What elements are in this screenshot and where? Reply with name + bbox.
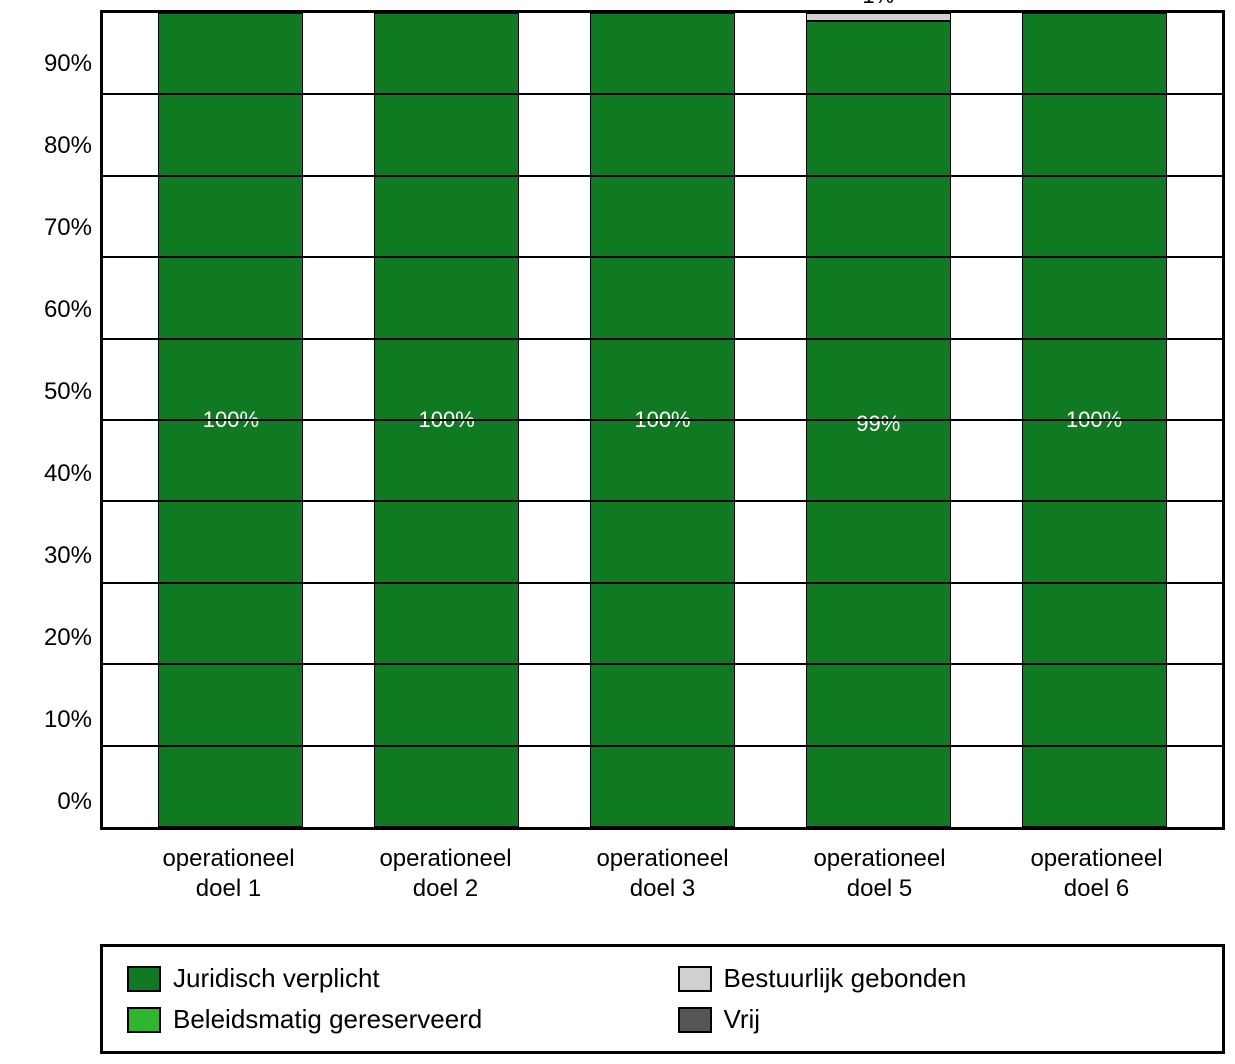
y-tick-label: 30% (44, 542, 92, 570)
chart-area: 0%10%20%30%40%50%60%70%80%90%100% 100%10… (10, 10, 1225, 830)
legend-label: Beleidsmatig gereserveerd (173, 1004, 482, 1035)
gridline (103, 582, 1222, 584)
plot-area: 100%100%100%1%99%100% (100, 10, 1225, 830)
gridline (103, 175, 1222, 177)
legend-swatch (678, 1007, 712, 1033)
legend-item-vrij: Vrij (678, 1004, 1199, 1035)
legend-label: Vrij (724, 1004, 761, 1035)
x-tick-label: operationeeldoel 6 (1007, 844, 1187, 904)
legend-label: Juridisch verplicht (173, 963, 380, 994)
y-tick-label: 0% (57, 788, 92, 816)
y-tick-label: 60% (44, 296, 92, 324)
bar-segment-bestuurlijk (806, 13, 951, 21)
x-tick-label: operationeeldoel 3 (573, 844, 753, 904)
bar-overlabel: 1% (806, 0, 951, 9)
y-tick-label: 10% (44, 706, 92, 734)
y-tick-label: 50% (44, 378, 92, 406)
legend-swatch (127, 966, 161, 992)
legend-item-beleidsmatig: Beleidsmatig gereserveerd (127, 1004, 648, 1035)
gridline (103, 338, 1222, 340)
stacked-bar-chart: 0%10%20%30%40%50%60%70%80%90%100% 100%10… (10, 10, 1225, 1054)
legend: Juridisch verplicht Bestuurlijk gebonden B… (100, 944, 1225, 1054)
x-tick-label: operationeeldoel 1 (139, 844, 319, 904)
gridline (103, 256, 1222, 258)
y-tick-label: 40% (44, 460, 92, 488)
gridline (103, 419, 1222, 421)
gridline (103, 500, 1222, 502)
legend-item-bestuurlijk: Bestuurlijk gebonden (678, 963, 1199, 994)
y-tick-label: 20% (44, 624, 92, 652)
x-axis: operationeeldoel 1 operationeeldoel 2 oper… (100, 830, 1225, 904)
y-axis: 0%10%20%30%40%50%60%70%80%90%100% (10, 10, 100, 830)
legend-swatch (678, 966, 712, 992)
legend-item-juridisch: Juridisch verplicht (127, 963, 648, 994)
y-tick-label: 70% (44, 214, 92, 242)
bar-segment-juridisch: 99% (806, 21, 951, 827)
legend-swatch (127, 1007, 161, 1033)
x-tick-label: operationeeldoel 2 (356, 844, 536, 904)
gridline (103, 663, 1222, 665)
legend-label: Bestuurlijk gebonden (724, 963, 967, 994)
x-tick-label: operationeeldoel 5 (790, 844, 970, 904)
y-tick-label: 80% (44, 132, 92, 160)
gridline (103, 745, 1222, 747)
gridline (103, 93, 1222, 95)
y-tick-label: 90% (44, 50, 92, 78)
